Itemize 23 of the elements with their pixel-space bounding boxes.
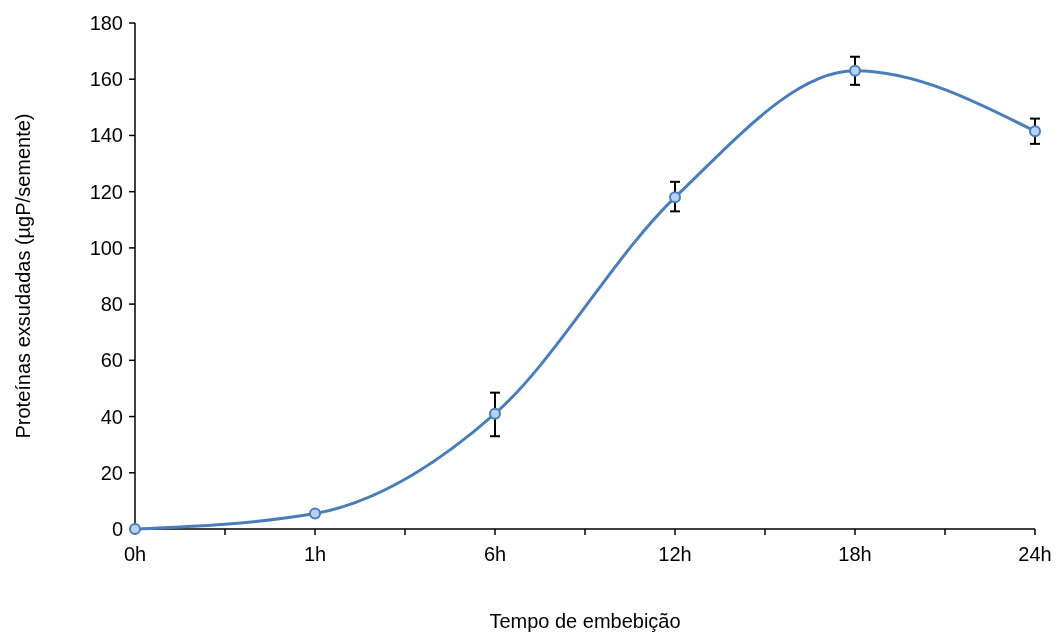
point (489, 407, 501, 420)
y-tick-label: 20 (100, 461, 123, 484)
point (669, 191, 681, 204)
y-tick-label: 180 (89, 12, 123, 34)
x-tick-label: 12h (658, 543, 692, 565)
y-tick-label: 140 (89, 124, 123, 147)
y-tick-label: 160 (89, 68, 123, 91)
y-tick-label: 120 (89, 180, 123, 203)
point (1029, 125, 1041, 138)
y-tick-label: 100 (89, 236, 123, 259)
y-tick-label: 80 (100, 293, 123, 316)
y-tick-label: 40 (100, 405, 123, 428)
x-axis-title: Tempo de embebição (489, 610, 681, 632)
point (309, 507, 321, 520)
x-tick-label: 24h (1018, 543, 1052, 565)
x-tick-label: 1h (303, 543, 327, 565)
x-tick-label: 6h (483, 543, 507, 565)
point (849, 64, 861, 77)
y-tick-label: 0 (111, 518, 123, 540)
y-axis-title: Proteínas exsudadas (µgP/semente) (12, 113, 34, 439)
x-tick-label: 18h (838, 543, 872, 565)
x-tick-label: 0h (123, 543, 147, 565)
y-tick-label: 60 (100, 349, 123, 372)
